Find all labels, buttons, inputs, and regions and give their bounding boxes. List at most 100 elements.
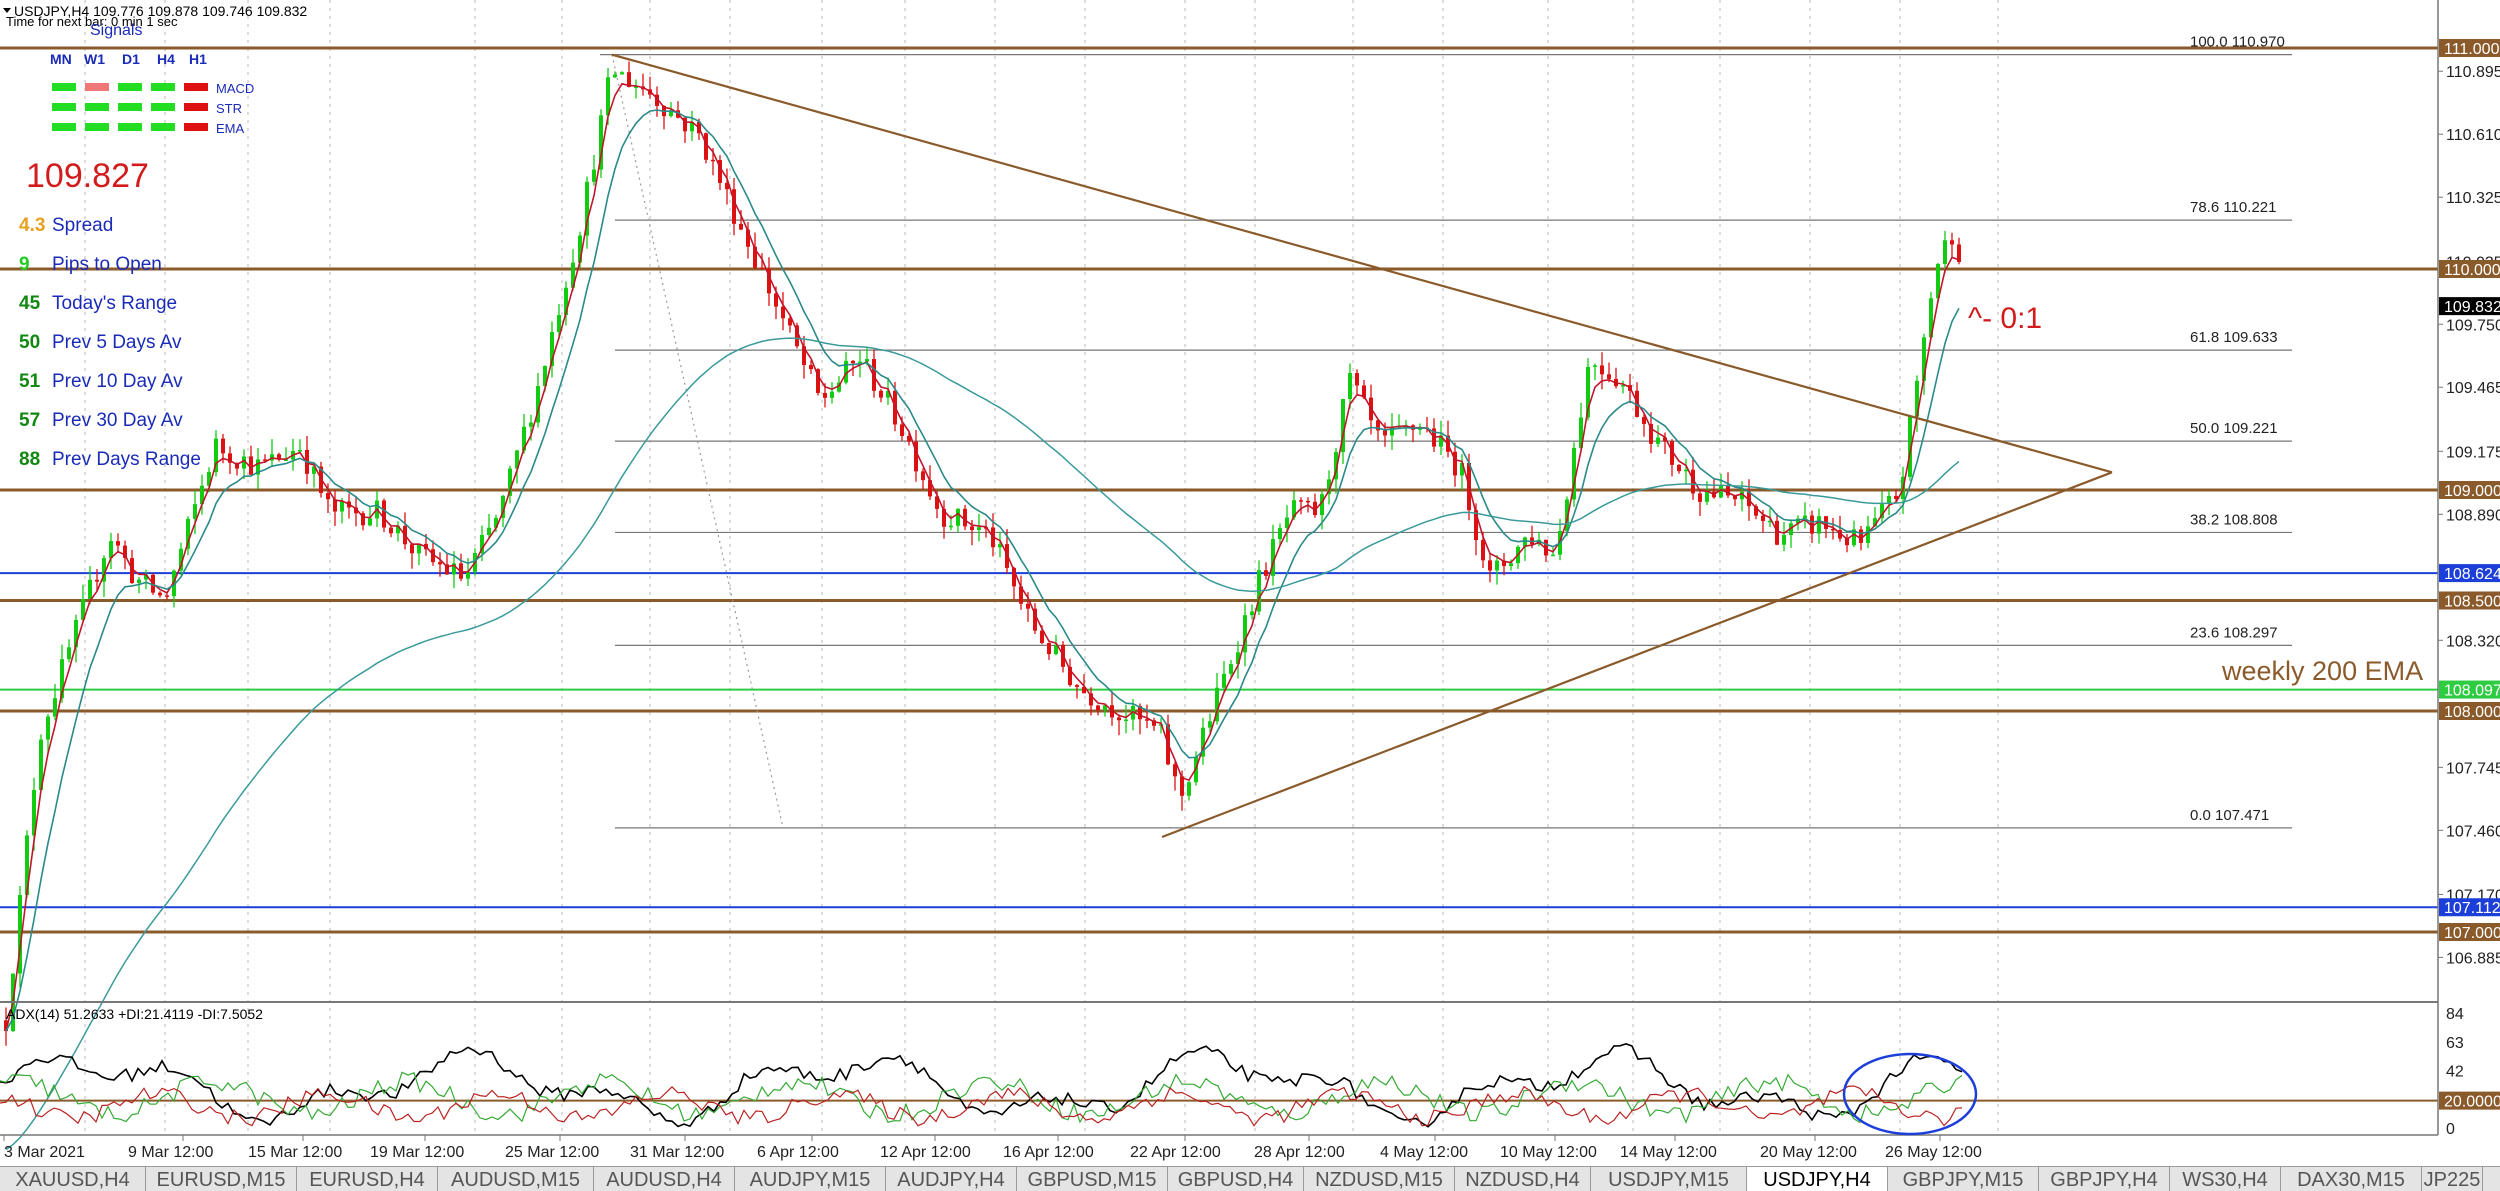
candle-body — [4, 1020, 8, 1032]
collapse-arrow-icon[interactable] — [3, 8, 11, 13]
candle-body — [354, 507, 358, 514]
candle-body — [179, 548, 183, 571]
price-tick: 109.750 — [2446, 317, 2500, 334]
symbol-tab[interactable]: GBPUSD,M15 — [1017, 1167, 1168, 1191]
symbol-tab[interactable]: JP225 — [2422, 1167, 2483, 1191]
symbol-tab[interactable]: GBPJPY,M15 — [1888, 1167, 2039, 1191]
candle-body — [557, 315, 561, 333]
symbol-tab[interactable]: USDJPY,M15 — [1591, 1167, 1747, 1191]
candle-body — [1474, 510, 1478, 540]
stat-value: 50 — [19, 332, 40, 353]
symbol-tab[interactable]: WS30,H4 — [2170, 1167, 2281, 1191]
symbol-tab[interactable]: NZDUSD,H4 — [1455, 1167, 1591, 1191]
candle-body — [312, 466, 316, 474]
stat-label: Today's Range — [52, 293, 177, 314]
price-badge-label: 109.832 — [2444, 299, 2500, 316]
price-tick: 110.610 — [2446, 127, 2500, 144]
candle-body — [410, 544, 414, 554]
moving-averages — [5, 82, 1960, 1151]
candle-body — [1376, 420, 1380, 431]
candle-body — [1054, 644, 1058, 655]
time-label: 19 Mar 12:00 — [370, 1144, 464, 1161]
symbol-tab[interactable]: AUDJPY,M15 — [735, 1167, 886, 1191]
upper-trendline — [611, 53, 2113, 474]
symbol-tab[interactable]: EURUSD,M15 — [146, 1167, 297, 1191]
candle-body — [1929, 298, 1933, 338]
symbol-tab[interactable]: XAUUSD,H4 — [0, 1167, 146, 1191]
fib-label: 100.0 110.970 — [2190, 34, 2285, 51]
candle-body — [249, 456, 253, 475]
symbol-tab[interactable]: DAX30,M15 — [2281, 1167, 2422, 1191]
candle-body — [298, 449, 302, 452]
candle-body — [781, 306, 785, 319]
price-badge-label: 108.000 — [2444, 704, 2500, 721]
signal-cell — [85, 123, 109, 131]
time-label: 25 Mar 12:00 — [505, 1144, 599, 1161]
symbol-tab[interactable]: NZDUSD,M15 — [1304, 1167, 1455, 1191]
candle-body — [1523, 537, 1527, 547]
candle-body — [193, 504, 197, 519]
candle-body — [977, 527, 981, 531]
candle-body — [823, 392, 827, 398]
candle-body — [949, 525, 953, 528]
candle-body — [1348, 373, 1352, 399]
candle-body — [1887, 495, 1891, 505]
candle-body — [1579, 417, 1583, 448]
symbol-tab[interactable]: AUDUSD,M15 — [438, 1167, 594, 1191]
candle-body — [1600, 365, 1604, 375]
candle-body — [1383, 430, 1387, 436]
fib-label: 61.8 109.633 — [2190, 329, 2278, 346]
symbol-tab[interactable]: EURUSD,H4 — [297, 1167, 438, 1191]
candle-body — [1278, 528, 1282, 540]
stat-value: 51 — [19, 371, 41, 392]
candle-body — [1040, 630, 1044, 644]
candle-body — [837, 382, 841, 392]
candle-body — [1341, 398, 1345, 453]
price-badge-label: 109.000 — [2444, 483, 2500, 500]
signal-cell — [118, 123, 142, 131]
fibonacci-retracement[interactable]: 100.0 110.970 78.6 110.221 61.8 109.633 50.… — [600, 34, 2292, 829]
price-badge — [2439, 923, 2500, 941]
symbol-tab[interactable]: GBPJPY,H4 — [2039, 1167, 2170, 1191]
candle-body — [816, 369, 820, 393]
candle-body — [1852, 529, 1856, 546]
candle-body — [1621, 385, 1625, 387]
candle-body — [935, 496, 939, 509]
candle-body — [851, 360, 855, 364]
candle-body — [284, 459, 288, 461]
candle-body — [1229, 664, 1233, 674]
symbol-tab[interactable]: USDJPY,H4 — [1747, 1167, 1888, 1191]
candle-body — [1453, 451, 1457, 476]
candle-body — [669, 110, 673, 117]
candle-body — [1873, 518, 1877, 527]
candle-body — [1754, 506, 1758, 516]
stat-label: Spread — [52, 215, 113, 236]
triangle-trendlines[interactable] — [611, 53, 2113, 838]
candle-body — [487, 527, 491, 535]
candle-body — [1320, 494, 1324, 516]
symbol-tab[interactable]: AUDJPY,H4 — [886, 1167, 1017, 1191]
price-tick: 108.890 — [2446, 507, 2500, 524]
candle-body — [1152, 720, 1156, 726]
candle-body — [445, 564, 449, 575]
signal-cell — [118, 103, 142, 111]
price-chart[interactable]: 100.0 110.970 78.6 110.221 61.8 109.633 50.… — [0, 0, 2500, 1166]
candle-body — [795, 325, 799, 347]
candle-body — [1859, 529, 1863, 543]
candle-body — [1831, 528, 1835, 531]
symbol-tabs: XAUUSD,H4 EURUSD,M15 EURUSD,H4 AUDUSD,M15 AU… — [0, 1166, 2500, 1191]
candle-body — [1201, 727, 1205, 757]
price-badge — [2439, 591, 2500, 610]
price-badge — [2439, 898, 2500, 917]
stat-value: 45 — [19, 293, 41, 314]
candle-body — [767, 268, 771, 294]
candle-body — [788, 318, 792, 326]
price-axis: 110.895110.610110.325110.035109.750109.4… — [2437, 0, 2500, 1166]
candle-body — [214, 438, 218, 473]
price-tick: 110.895 — [2446, 64, 2500, 81]
time-label: 3 Mar 2021 — [4, 1144, 85, 1161]
symbol-tab[interactable]: GBPUSD,H4 — [1168, 1167, 1304, 1191]
candle-body — [186, 518, 190, 549]
symbol-tab[interactable]: AUDUSD,H4 — [594, 1167, 735, 1191]
